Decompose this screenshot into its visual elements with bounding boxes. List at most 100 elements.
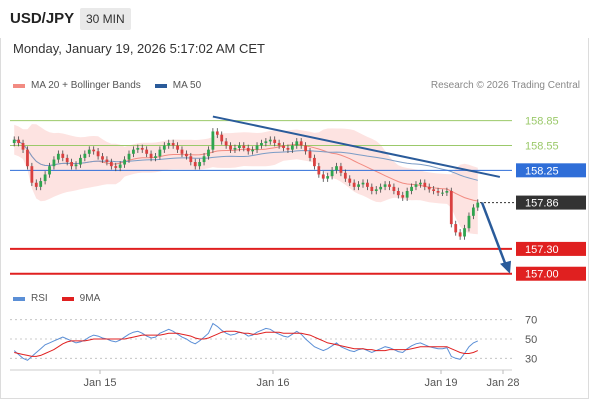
candle-body bbox=[30, 166, 34, 183]
ma50-swatch bbox=[154, 83, 167, 88]
level-tag-157.00 bbox=[516, 266, 586, 281]
candle-body bbox=[277, 143, 281, 146]
x-tick-label: Jan 28 bbox=[486, 377, 519, 389]
candle-body bbox=[454, 224, 458, 233]
candle-body bbox=[87, 149, 91, 154]
candle-body bbox=[286, 147, 290, 150]
candle-body bbox=[449, 191, 453, 225]
rsi-line bbox=[13, 322, 479, 361]
candle-body bbox=[92, 149, 96, 152]
candle-body bbox=[56, 153, 60, 160]
candle-body bbox=[260, 143, 263, 146]
candle-body bbox=[176, 145, 179, 150]
x-tick-label: Jan 15 bbox=[83, 377, 116, 389]
timeframe-badge[interactable]: 30 MIN bbox=[80, 8, 131, 30]
candle-body bbox=[405, 191, 409, 198]
candle-body bbox=[330, 170, 334, 177]
ma50-legend-label: MA 50 bbox=[172, 80, 202, 91]
ma9-legend-label: 9MA bbox=[79, 293, 101, 304]
candle-body bbox=[467, 215, 471, 229]
candle-body bbox=[374, 189, 378, 191]
level-tag-157.86 bbox=[516, 195, 586, 210]
candle-body bbox=[167, 143, 171, 146]
copyright-label: Research © 2026 Trading Central bbox=[430, 80, 580, 91]
candle-body bbox=[158, 149, 162, 157]
candle-body bbox=[154, 156, 157, 158]
candle-body bbox=[43, 174, 47, 182]
candle-body bbox=[162, 145, 166, 150]
candle-body bbox=[229, 145, 232, 150]
candle-body bbox=[396, 191, 400, 196]
candle-body bbox=[427, 186, 431, 190]
candle-body bbox=[357, 184, 360, 187]
candle-body bbox=[184, 153, 188, 157]
candle-body bbox=[171, 143, 175, 146]
candle-body bbox=[361, 182, 365, 185]
candle-body bbox=[17, 139, 21, 144]
candle-body bbox=[220, 134, 224, 142]
bollinger-band bbox=[14, 124, 478, 235]
candle-body bbox=[61, 153, 65, 158]
level-label-158.55: 158.55 bbox=[525, 141, 559, 153]
candle-body bbox=[39, 181, 43, 187]
candle-body bbox=[313, 157, 316, 167]
rsi-tick-label: 70 bbox=[525, 315, 537, 327]
candle-body bbox=[136, 147, 140, 150]
candle-body bbox=[383, 184, 387, 187]
rsi-legend-label: RSI bbox=[31, 293, 48, 304]
candle-body bbox=[317, 166, 321, 175]
candle-body bbox=[96, 151, 100, 157]
chart-header: USD/JPY 30 MIN bbox=[0, 0, 590, 38]
candle-body bbox=[343, 172, 347, 179]
candle-body bbox=[198, 162, 202, 167]
datetime-label: Monday, January 19, 2026 5:17:02 AM CET bbox=[13, 41, 265, 56]
candle-body bbox=[48, 166, 51, 175]
candle-body bbox=[326, 176, 330, 179]
candle-body bbox=[255, 145, 259, 150]
candle-body bbox=[180, 149, 184, 154]
candle-body bbox=[105, 159, 109, 163]
candle-body bbox=[207, 149, 210, 157]
candle-body bbox=[123, 159, 126, 165]
candle-body bbox=[52, 159, 56, 167]
candle-body bbox=[321, 174, 325, 179]
candle-body bbox=[304, 145, 308, 152]
candle-body bbox=[348, 178, 352, 183]
candle-body bbox=[339, 166, 343, 173]
rsi-legend: RSI 9MA bbox=[13, 293, 100, 304]
candle-body bbox=[441, 192, 444, 194]
candle-body bbox=[145, 149, 149, 154]
candle-body bbox=[290, 145, 294, 150]
candle-body bbox=[12, 139, 16, 144]
candle-body bbox=[445, 191, 449, 193]
candle-body bbox=[237, 145, 241, 148]
candle-body bbox=[388, 184, 391, 187]
candle-body bbox=[273, 139, 277, 144]
candle-body bbox=[379, 186, 383, 190]
level-label-158.25: 158.25 bbox=[525, 165, 559, 177]
resistance-trendline bbox=[212, 115, 501, 178]
forecast-arrow-line bbox=[480, 202, 508, 267]
candle-body bbox=[436, 191, 440, 193]
candle-body bbox=[21, 143, 25, 150]
ma20-swatch bbox=[13, 83, 25, 88]
candle-body bbox=[295, 141, 299, 146]
rsi-swatch bbox=[13, 296, 25, 301]
candle-body bbox=[299, 141, 303, 146]
candle-body bbox=[423, 182, 427, 187]
candle-body bbox=[193, 162, 197, 167]
candle-body bbox=[401, 195, 405, 198]
candle-body bbox=[127, 153, 131, 160]
rsi-ma9-line bbox=[14, 330, 478, 357]
candle-body bbox=[74, 164, 78, 167]
level-label-157.86: 157.86 bbox=[525, 198, 559, 210]
chart-frame bbox=[0, 36, 589, 399]
candle-body bbox=[242, 145, 246, 148]
candle-body bbox=[34, 182, 38, 187]
candle-body bbox=[476, 202, 480, 208]
candle-body bbox=[118, 164, 122, 168]
candle-body bbox=[215, 131, 219, 135]
candle-body bbox=[70, 162, 74, 167]
level-tag-158.25 bbox=[516, 163, 586, 178]
